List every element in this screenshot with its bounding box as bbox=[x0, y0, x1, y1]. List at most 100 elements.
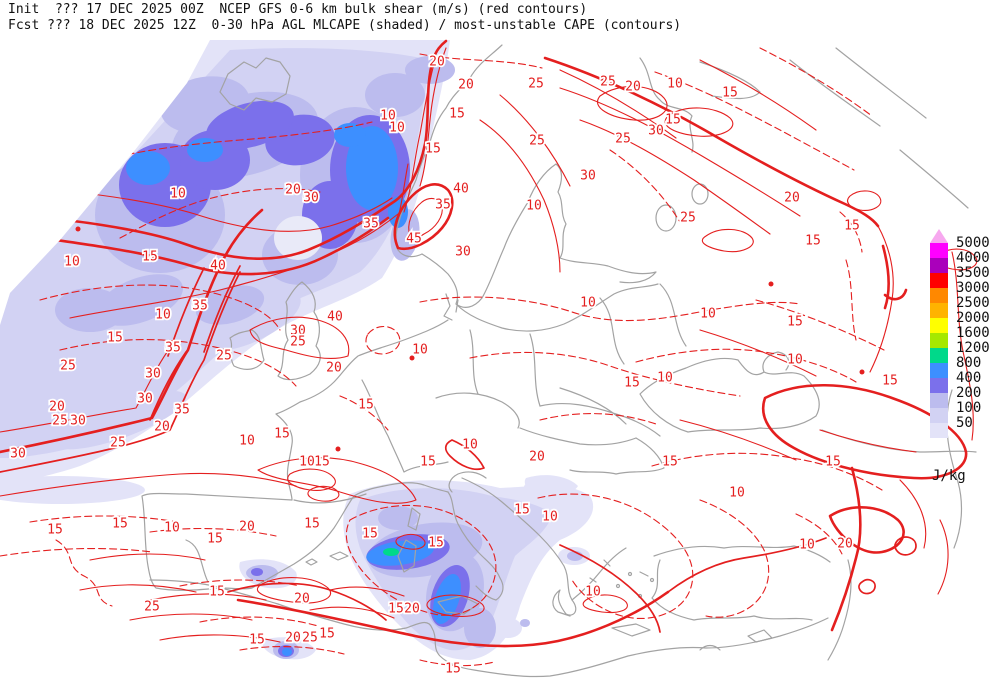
cape-shading-layer bbox=[0, 40, 594, 660]
contour-label: 15 bbox=[358, 398, 374, 413]
contour-label: 15 bbox=[445, 662, 461, 677]
legend-overflow-arrow-icon bbox=[930, 229, 948, 243]
contour-label: 40 bbox=[327, 310, 343, 325]
contour-label: 15 bbox=[449, 107, 465, 122]
contour-label: 10 bbox=[170, 187, 186, 202]
contour-label: 10 bbox=[164, 521, 180, 536]
legend-row: 200 bbox=[930, 386, 990, 408]
contour-label: 40 bbox=[210, 259, 226, 274]
contour-label: 15 bbox=[624, 376, 640, 391]
contour-label: 15 bbox=[304, 517, 320, 532]
contour-label: 20 bbox=[239, 520, 255, 535]
contour-label: 30 bbox=[455, 245, 471, 260]
contour-label: 30 bbox=[580, 169, 596, 184]
contour-label: 20 bbox=[784, 191, 800, 206]
contour-label: 20 bbox=[154, 420, 170, 435]
legend-value: 3500 bbox=[956, 265, 990, 281]
legend-rows: 5000 4000 3500 3000 2500 2000 1600 1200 800 400 20… bbox=[930, 236, 990, 438]
legend-value: 200 bbox=[956, 385, 982, 401]
contour-label: 25 bbox=[60, 359, 76, 374]
contour-label: 20 bbox=[529, 450, 545, 465]
contour-label: 10 bbox=[155, 308, 171, 323]
domain-boundary-mask bbox=[0, 40, 290, 680]
contour-label: 10 bbox=[542, 510, 558, 525]
contour-label: 30 bbox=[70, 414, 86, 429]
contour-label: 10 bbox=[657, 371, 673, 386]
contour-label: 15 bbox=[314, 455, 330, 470]
title-line-1: Init ??? 17 DEC 2025 00Z NCEP GFS 0-6 km… bbox=[8, 2, 588, 17]
contour-label: 25 bbox=[110, 436, 126, 451]
contour-label: 30 bbox=[303, 191, 319, 206]
contour-label: 15 bbox=[425, 142, 441, 157]
contour-label: 30 bbox=[10, 447, 26, 462]
legend-unit: J/kg bbox=[932, 468, 966, 484]
legend-value: 1600 bbox=[956, 325, 990, 341]
contour-label: 10 bbox=[700, 307, 716, 322]
legend-swatch bbox=[930, 423, 948, 438]
legend-row: 1600 bbox=[930, 326, 990, 348]
contour-label: 20 bbox=[294, 592, 310, 607]
contour-label: 25 bbox=[680, 211, 696, 226]
contour-label: 10 bbox=[729, 486, 745, 501]
coastline-layer bbox=[141, 44, 977, 678]
contour-label: 30 bbox=[137, 392, 153, 407]
legend-row: 1200 bbox=[930, 341, 990, 363]
contour-label: 10 bbox=[64, 255, 80, 270]
legend-row: 100 bbox=[930, 401, 990, 423]
legend-swatch bbox=[930, 303, 948, 318]
legend-row: 3500 bbox=[930, 266, 990, 288]
contour-label: 25 bbox=[302, 631, 318, 646]
contour-label: 20 bbox=[404, 602, 420, 617]
contour-label: 20 bbox=[285, 631, 301, 646]
legend-row: 3000 bbox=[930, 281, 990, 303]
contour-label: 25 bbox=[528, 77, 544, 92]
contour-label: 35 bbox=[165, 341, 181, 356]
legend-swatch bbox=[930, 288, 948, 303]
contour-label: 20 bbox=[326, 361, 342, 376]
legend-swatch bbox=[930, 378, 948, 393]
legend-value: 1200 bbox=[956, 340, 990, 356]
legend-value: 100 bbox=[956, 400, 982, 416]
legend-row: 2500 bbox=[930, 296, 990, 318]
contour-label: 15 bbox=[428, 536, 444, 551]
legend-row: 2000 bbox=[930, 311, 990, 333]
legend-swatch bbox=[930, 408, 948, 423]
contour-label: 15 bbox=[209, 585, 225, 600]
legend-row: 50 bbox=[930, 416, 990, 438]
contour-label: 35 bbox=[192, 299, 208, 314]
legend-row: 5000 bbox=[930, 236, 990, 258]
contour-label: 40 bbox=[453, 182, 469, 197]
contour-label: 15 bbox=[805, 234, 821, 249]
contour-label: 30 bbox=[290, 324, 306, 339]
contour-label: 10 bbox=[462, 438, 478, 453]
legend-swatch bbox=[930, 273, 948, 288]
contour-label: 30 bbox=[648, 124, 664, 139]
contour-label: 15 bbox=[319, 627, 335, 642]
legend-value: 2000 bbox=[956, 310, 990, 326]
contour-label: 20 bbox=[285, 183, 301, 198]
title-line-2: Fcst ??? 18 DEC 2025 12Z 0-30 hPa AGL ML… bbox=[8, 18, 682, 33]
contour-label: 20 bbox=[837, 537, 853, 552]
contour-label: 15 bbox=[274, 427, 290, 442]
contour-label: 10 bbox=[380, 109, 396, 124]
contour-label: 25 bbox=[615, 132, 631, 147]
contour-label: 25 bbox=[52, 414, 68, 429]
legend-value: 3000 bbox=[956, 280, 990, 296]
contour-label: 15 bbox=[112, 517, 128, 532]
contour-label: 10 bbox=[526, 199, 542, 214]
legend-swatch bbox=[930, 348, 948, 363]
legend-value: 50 bbox=[956, 415, 973, 431]
contour-label: 10 bbox=[239, 434, 255, 449]
contour-label: 15 bbox=[514, 503, 530, 518]
contour-label: 15 bbox=[420, 455, 436, 470]
contour-label: 10 bbox=[787, 353, 803, 368]
contour-label: 25 bbox=[600, 75, 616, 90]
contour-label: 15 bbox=[844, 219, 860, 234]
contour-label: 10 bbox=[389, 121, 405, 136]
legend-value: 800 bbox=[956, 355, 982, 371]
contour-label: 25 bbox=[529, 134, 545, 149]
legend-swatch bbox=[930, 258, 948, 273]
contour-label: 15 bbox=[825, 455, 841, 470]
